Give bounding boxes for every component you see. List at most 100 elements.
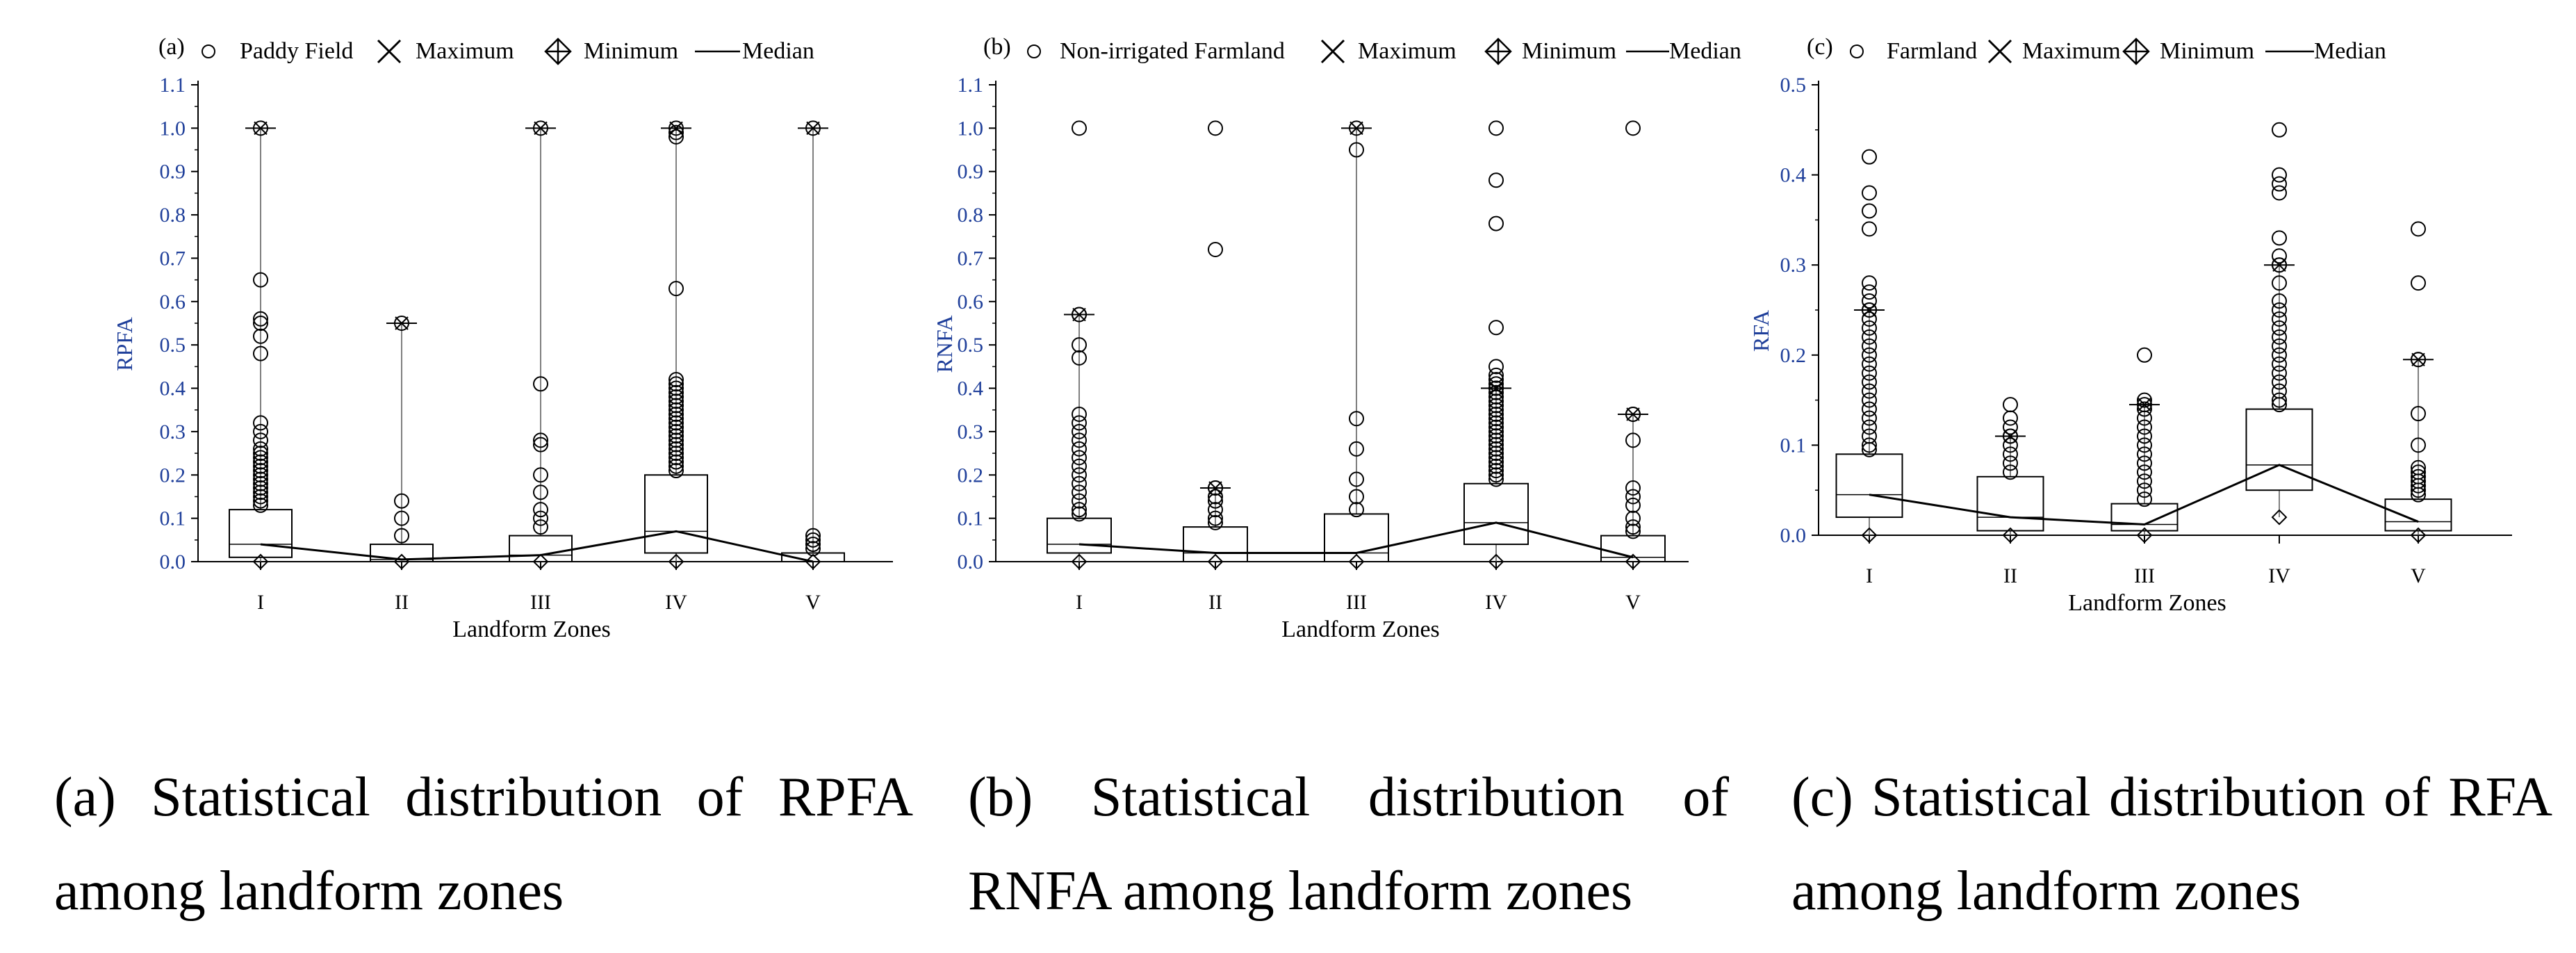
legend-median-label: Median [1669, 38, 1741, 64]
outlier-point [1625, 510, 1641, 526]
outlier-point [2411, 464, 2426, 480]
maximum-marker-circle [394, 316, 409, 331]
outlier-point [1488, 393, 1504, 409]
outlier-point [253, 458, 268, 474]
outlier-point [253, 454, 268, 470]
maximum-marker [534, 121, 548, 136]
y-tick-label: 0.9 [160, 161, 186, 184]
x-tick-label: IV [1485, 591, 1507, 614]
outlier-point [1072, 475, 1087, 491]
minimum-marker [2136, 527, 2153, 544]
outlier-point [1208, 489, 1223, 505]
legend-outlier-icon [1850, 44, 1864, 58]
outlier-point [2272, 320, 2287, 336]
legend-minimum-label: Minimum [2160, 38, 2254, 64]
outlier-point [668, 432, 684, 448]
y-tick-label: 1.1 [958, 74, 984, 97]
minimum-marker [252, 553, 269, 570]
maximum-marker-circle [1862, 302, 1877, 318]
outlier-point [253, 493, 268, 509]
outlier-point [668, 419, 684, 435]
outlier-point [2411, 406, 2426, 422]
outlier-point [1862, 149, 1877, 165]
outlier-point [2137, 419, 2152, 435]
outlier-point [2272, 185, 2287, 201]
outlier-point [1862, 419, 1877, 435]
legend-minimum-icon [2122, 38, 2150, 65]
box-group [781, 120, 845, 570]
box-iqr [229, 509, 293, 558]
y-tick-label: 0.1 [958, 507, 984, 530]
outlier-point [1488, 402, 1504, 418]
outlier-point [1625, 120, 1641, 136]
box-group [370, 316, 434, 570]
outlier-point [2272, 122, 2287, 138]
outlier-point [668, 124, 684, 140]
outlier-point [2272, 347, 2287, 363]
legend-minimum-icon [1484, 38, 1512, 65]
outlier-point [1488, 471, 1504, 487]
x-axis-label: Landform Zones [2068, 590, 2226, 616]
outlier-point [1862, 293, 1877, 309]
outlier-point [2003, 419, 2018, 435]
outlier-point [2137, 437, 2152, 453]
outlier-point [1349, 471, 1364, 487]
outlier-point [1072, 423, 1087, 439]
caption-a-text: (a) Statistical distribution of RPFA amo… [54, 767, 913, 922]
outlier-point [2137, 455, 2152, 471]
outlier-point [533, 502, 548, 518]
outlier-point [668, 428, 684, 444]
box-group [1183, 120, 1248, 570]
minimum-marker [1348, 553, 1365, 570]
maximum-marker-circle [533, 120, 548, 136]
outlier-point [668, 450, 684, 466]
outlier-point [2272, 383, 2287, 399]
legend: (b) Non-irrigated Farmland Maximum Minimum M… [983, 34, 1741, 65]
x-tick-label: I [1866, 564, 1873, 587]
box-group [2245, 122, 2313, 526]
outlier-point [2272, 176, 2287, 192]
outlier-point [1072, 432, 1087, 448]
outlier-point [668, 281, 684, 297]
outlier-point [805, 528, 821, 544]
outlier-point [253, 489, 268, 505]
outlier-point [1349, 502, 1364, 518]
outlier-point [394, 510, 409, 526]
outlier-point [2272, 365, 2287, 381]
outlier-point [1862, 329, 1877, 345]
outlier-point [253, 272, 268, 288]
minimum-marker [805, 553, 821, 570]
outlier-point [1488, 437, 1504, 453]
outlier-point [668, 454, 684, 470]
outlier-point [1862, 311, 1877, 327]
maximum-marker [254, 121, 268, 136]
x-tick-label: I [1076, 591, 1083, 614]
outlier-point [2003, 437, 2018, 453]
outlier-point [2272, 302, 2287, 318]
maximum-marker [1349, 121, 1363, 136]
outlier-point [1072, 467, 1087, 483]
outlier-point [1488, 411, 1504, 427]
legend: (c) Farmland Maximum Minimum Median [1807, 34, 2386, 65]
outlier-point [1488, 384, 1504, 400]
outlier-point [1862, 437, 1877, 453]
legend-outlier-icon [202, 44, 215, 58]
chart-svg-a: (a) Paddy Field Maximum Minimum Median 0.0 0.1… [112, 34, 893, 642]
outlier-point [2137, 482, 2152, 498]
legend-maximum-label: Maximum [1358, 38, 1457, 64]
outlier-point [253, 467, 268, 483]
y-tick-label: 0.3 [958, 421, 984, 443]
outlier-point [1488, 454, 1504, 470]
x-tick-label: V [1625, 591, 1641, 614]
legend-minimum-label: Minimum [584, 38, 678, 64]
legend-maximum-icon [1320, 39, 1345, 64]
maximum-marker-circle [2411, 352, 2426, 368]
outlier-point [668, 441, 684, 457]
y-tick-label: 0.8 [958, 204, 984, 227]
outlier-point [1488, 367, 1504, 383]
maximum-marker [669, 121, 683, 136]
maximum-marker [395, 316, 409, 330]
outlier-point [2272, 392, 2287, 408]
legend-series-label: Non-irrigated Farmland [1060, 38, 1285, 64]
outlier-point [668, 406, 684, 422]
